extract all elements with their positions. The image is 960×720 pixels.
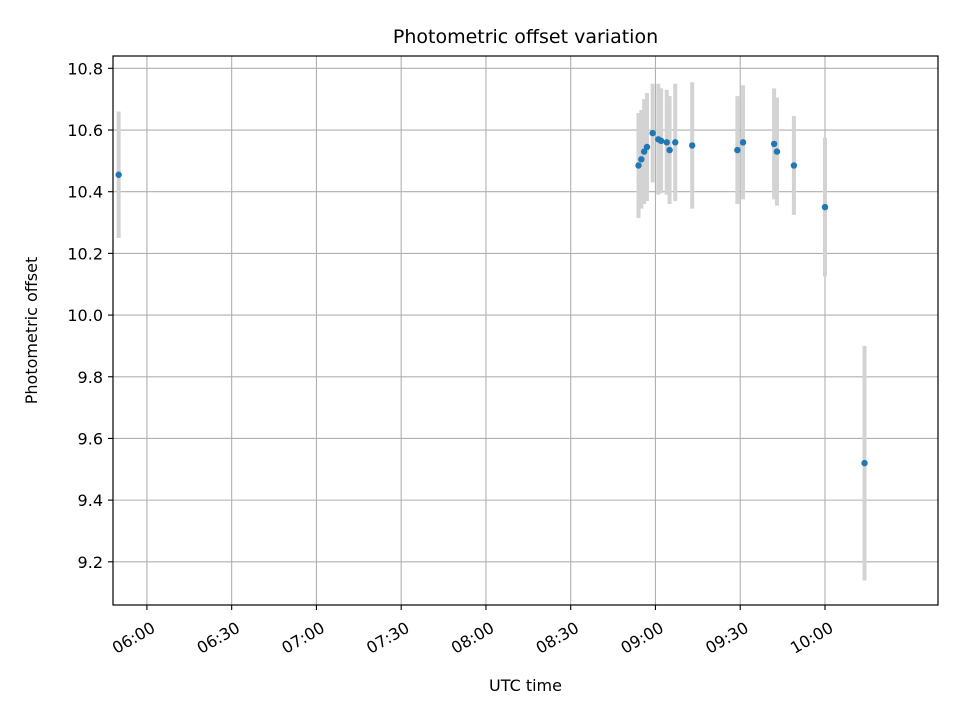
data-point (688, 142, 696, 149)
data-point (640, 148, 648, 155)
data-point (663, 139, 670, 146)
y-tick-label: 10.0 (67, 306, 103, 325)
y-axis-label: Photometric offset (22, 257, 41, 405)
data-point (638, 156, 645, 163)
y-tick-label: 9.6 (78, 429, 103, 448)
data-point (821, 203, 829, 211)
data-point (666, 146, 673, 154)
y-tick-label: 9.2 (78, 553, 103, 572)
x-axis-label: UTC time (489, 676, 562, 695)
data-point (657, 137, 665, 145)
data-point (773, 148, 781, 155)
grid (113, 56, 938, 605)
data-point (635, 162, 642, 169)
data-points (115, 129, 868, 467)
data-point (115, 171, 122, 178)
chart-title: Photometric offset variation (393, 26, 658, 48)
data-point (643, 143, 651, 151)
data-point (790, 162, 798, 169)
data-point (770, 140, 778, 148)
data-point (861, 459, 868, 467)
y-tick-label: 10.4 (67, 183, 103, 202)
y-tick-label: 10.2 (67, 244, 103, 263)
y-tick-label: 9.8 (78, 368, 103, 387)
y-tick-label: 9.4 (78, 491, 103, 510)
axes-frame (112, 55, 939, 606)
data-point (649, 129, 656, 137)
y-tick-label: 10.8 (67, 59, 103, 78)
y-axis-ticks: 9.2 9.4 9.6 9.8 10.0 10.2 10.4 10.6 10.8 (67, 59, 113, 572)
data-point (672, 139, 679, 146)
data-point (734, 146, 741, 154)
data-point (739, 139, 747, 146)
y-tick-label: 10.6 (67, 121, 103, 140)
